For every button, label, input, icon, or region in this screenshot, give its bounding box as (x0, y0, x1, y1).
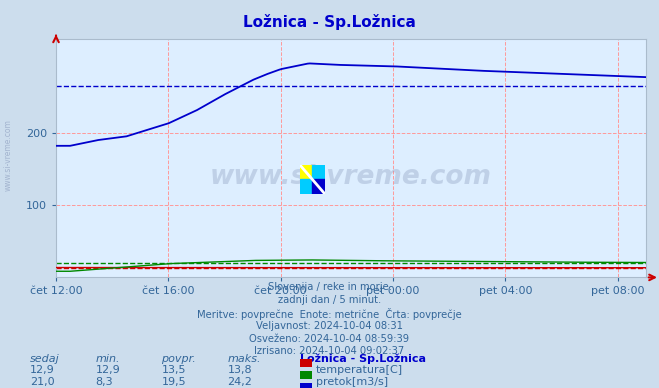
Text: 13,8: 13,8 (227, 365, 252, 376)
Text: Slovenija / reke in morje.: Slovenija / reke in morje. (268, 282, 391, 293)
Text: temperatura[C]: temperatura[C] (316, 365, 403, 376)
Text: zadnji dan / 5 minut.: zadnji dan / 5 minut. (278, 295, 381, 305)
Text: maks.: maks. (227, 354, 261, 364)
Text: Ložnica - Sp.Ložnica: Ložnica - Sp.Ložnica (243, 14, 416, 29)
Text: Veljavnost: 2024-10-04 08:31: Veljavnost: 2024-10-04 08:31 (256, 321, 403, 331)
Text: pretok[m3/s]: pretok[m3/s] (316, 377, 387, 387)
Bar (312, 165, 325, 179)
Text: min.: min. (96, 354, 120, 364)
Text: sedaj: sedaj (30, 354, 59, 364)
Text: www.si-vreme.com: www.si-vreme.com (3, 119, 13, 191)
Text: www.si-vreme.com: www.si-vreme.com (210, 164, 492, 190)
Text: 13,5: 13,5 (161, 365, 186, 376)
Text: 24,2: 24,2 (227, 377, 252, 387)
Text: Osveženo: 2024-10-04 08:59:39: Osveženo: 2024-10-04 08:59:39 (250, 334, 409, 344)
Bar (300, 165, 312, 179)
Text: 12,9: 12,9 (30, 365, 55, 376)
Text: Meritve: povprečne  Enote: metrične  Črta: povprečje: Meritve: povprečne Enote: metrične Črta:… (197, 308, 462, 320)
Bar (300, 179, 312, 194)
Text: 12,9: 12,9 (96, 365, 121, 376)
Text: 19,5: 19,5 (161, 377, 186, 387)
Text: Ložnica - Sp.Ložnica: Ložnica - Sp.Ložnica (300, 354, 426, 364)
Text: 21,0: 21,0 (30, 377, 54, 387)
Text: Izrisano: 2024-10-04 09:02:37: Izrisano: 2024-10-04 09:02:37 (254, 346, 405, 357)
Text: povpr.: povpr. (161, 354, 196, 364)
Bar (312, 179, 325, 194)
Text: 8,3: 8,3 (96, 377, 113, 387)
